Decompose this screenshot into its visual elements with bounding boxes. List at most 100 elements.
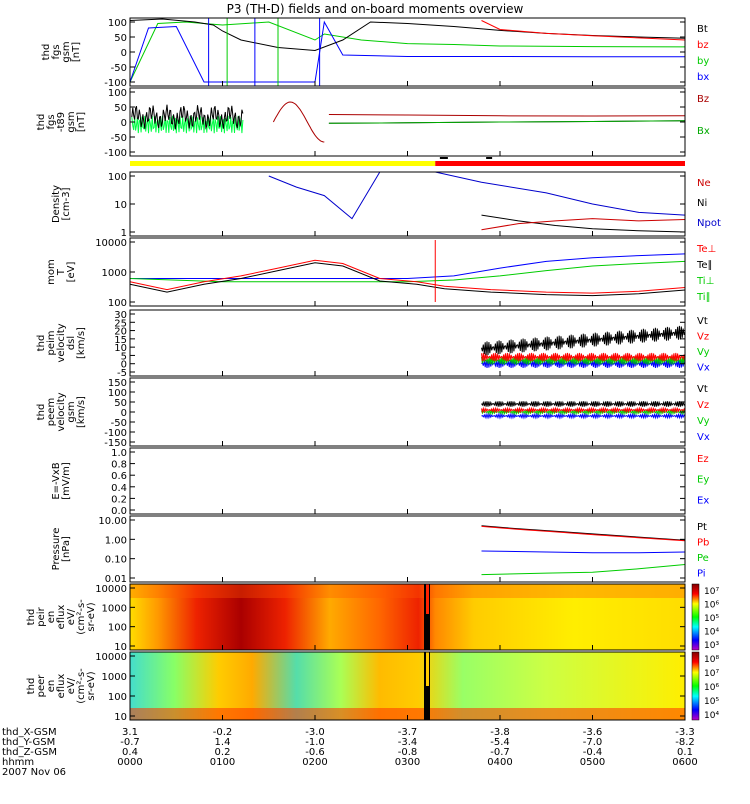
panel-6-ylabel: [km/s]	[76, 396, 87, 428]
panel-10-colorbar-label: 10⁸	[704, 655, 719, 665]
panel-1-legend-bz: bz	[697, 40, 709, 51]
panel-6-ylabel: velocity	[56, 392, 67, 431]
panel-1-ytick-label: 50	[114, 33, 127, 44]
panel-7-ytick-label: 0.4	[111, 483, 127, 494]
panel-10-ylabel: eV/	[66, 677, 77, 694]
panel-5-ytick-label: 0	[121, 360, 127, 371]
series-velocity-vy	[481, 408, 686, 416]
panel-2-ytick-label: -100	[104, 148, 127, 159]
xaxis-row-value: 0000	[117, 757, 142, 768]
series-bx	[129, 20, 685, 83]
panel-2-ylabel: thd	[36, 114, 47, 131]
xaxis-row-value: 0100	[210, 757, 235, 768]
series-bx-noisy	[131, 115, 244, 134]
panel-7-ylabel: [mV/m]	[61, 462, 72, 500]
panel-9-ytick-label: 100	[108, 623, 127, 634]
xaxis-row-label: hhmm	[2, 757, 34, 768]
chart-title: P3 (TH-D) fields and on-board moments ov…	[227, 2, 524, 16]
panel-4-ytick-label: 100	[108, 298, 127, 309]
panel-1-ytick-label: -50	[111, 63, 127, 74]
mode-bar-fast	[435, 161, 685, 166]
xaxis-row-value: 0.4	[122, 747, 138, 758]
xaxis-row-value: -3.3	[675, 727, 695, 738]
xaxis-row-value: -0.8	[398, 747, 418, 758]
xaxis-row-value: 0300	[395, 757, 420, 768]
series-ni	[481, 214, 686, 233]
xaxis-row-value: -3.6	[583, 727, 603, 738]
panel-8-ylabel: [nPa]	[61, 536, 72, 562]
panel-10-ylabel: peer	[36, 674, 47, 698]
panel-5-ylabel: velocity	[56, 323, 67, 362]
panel-10-ylabel: en	[46, 680, 57, 693]
panel-5-ylabel: [km/s]	[76, 327, 87, 359]
panel-6-ytick-label: -100	[104, 428, 127, 439]
panel-5-legend-Vx: Vx	[697, 363, 710, 374]
xaxis-row-value: -3.0	[305, 727, 325, 738]
panel-10-ylabel: (cm²-s-	[76, 668, 87, 704]
panel-1-ylabel: [nT]	[71, 42, 82, 62]
panel-8-legend-Pi: Pi	[697, 569, 706, 580]
series-ti-para	[129, 260, 686, 283]
panel-10-ytick-label: 100	[108, 692, 127, 703]
panel-8-ytick-label: 10.00	[98, 516, 127, 527]
panel-5-legend-Vt: Vt	[697, 316, 708, 327]
panel-5-ytick-label: 10	[114, 343, 127, 354]
series-velocity-vx	[481, 412, 686, 420]
panel-6-legend-Vt: Vt	[697, 384, 708, 395]
panel-1-ylabel: gsm	[61, 41, 72, 62]
panel-9-ylabel: thd	[26, 609, 37, 626]
panel-4-legend-Te⊥: Te⊥	[696, 244, 716, 255]
series-by	[129, 21, 686, 83]
xaxis-row-label: thd_X-GSM	[2, 727, 57, 738]
xaxis-row-value: -0.7	[490, 747, 510, 758]
panel-2-ylabel: gsm	[66, 111, 77, 132]
panel-10-ytick-label: 1000	[102, 672, 127, 683]
panel-9-ytick-label: 1000	[102, 603, 127, 614]
panel-8-frame	[129, 515, 686, 583]
panel-6-legend-Vy: Vy	[697, 416, 710, 427]
series-npot	[268, 171, 686, 220]
panel-8-ytick-label: 0.10	[105, 555, 127, 566]
series-bz	[481, 20, 686, 41]
panel-4-ylabel: mom	[46, 259, 57, 285]
series-bz-oscillation	[272, 101, 325, 143]
series-ne	[481, 218, 686, 231]
series-bt	[129, 18, 686, 52]
panel-8-ytick-label: 0.01	[105, 574, 127, 585]
panel-6-ytick-label: -150	[104, 438, 127, 449]
panel-2-ylabel: fgs	[46, 114, 57, 129]
panel-5-ytick-label: 25	[114, 318, 127, 329]
panel-8-legend-Pe: Pe	[697, 553, 709, 564]
mode-bar-marker	[439, 157, 448, 159]
panel-3-ytick-label: 1	[121, 228, 127, 239]
panel-7-ytick-label: 0.6	[111, 471, 127, 482]
panel-8-ytick-label: 1.00	[105, 535, 127, 546]
xaxis-row-value: -0.4	[583, 747, 603, 758]
xaxis-row-value: -1.0	[305, 737, 325, 748]
panel-5-ytick-label: -5	[117, 368, 127, 379]
xaxis-row-value: 3.1	[122, 727, 138, 738]
series-bt-noisy	[131, 104, 244, 130]
panel-7-legend-Ez: Ez	[697, 454, 709, 465]
panel-3-legend-Npot: Npot	[697, 218, 721, 229]
panel-8-legend-Pb: Pb	[697, 538, 709, 549]
panel-5-ylabel: dsl	[66, 336, 77, 350]
series-te-para	[129, 262, 686, 297]
xaxis-row-value: 0200	[302, 757, 327, 768]
panel-3-ylabel: [cm-3]	[61, 187, 72, 220]
xaxis-row-value: -3.7	[398, 727, 418, 738]
panel-2-ytick-label: -50	[111, 133, 127, 144]
panel-9-colorbar-label: 10⁵	[704, 614, 719, 624]
panel-10-colorbar-label: 10⁶	[704, 683, 719, 693]
xaxis-row-value: -7.0	[583, 737, 603, 748]
panel-10-ylabel: sr-eV)	[86, 671, 97, 700]
panel-6-ylabel: thd	[36, 404, 47, 421]
panel-7-ylabel: E=-VxB	[51, 462, 62, 499]
panel-5-legend-Vz: Vz	[697, 332, 709, 343]
xaxis-row-value: -3.4	[398, 737, 418, 748]
panel-2-ytick-label: 0	[121, 118, 127, 129]
panel-5-ytick-label: 20	[114, 327, 127, 338]
panel-10-colorbar-label: 10⁴	[704, 711, 719, 721]
panel-3-ylabel: Density	[51, 185, 62, 223]
panel-6-legend-Vx: Vx	[697, 432, 710, 443]
